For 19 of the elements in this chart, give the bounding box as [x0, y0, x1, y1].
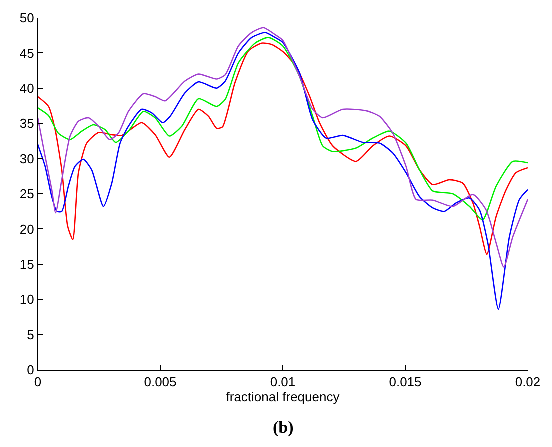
y-tick-label: 15: [20, 256, 34, 272]
y-tick-label: 5: [27, 327, 34, 342]
line-series: [38, 37, 528, 221]
y-tick-label: 10: [20, 292, 34, 308]
y-tick-label: 35: [20, 116, 34, 132]
y-tick-label: 50: [20, 10, 34, 26]
x-axis-title: fractional frequency: [226, 390, 340, 405]
x-tick-label: 0.02: [515, 374, 541, 390]
y-tick-label: 30: [20, 151, 34, 166]
y-tick-label: 0: [27, 362, 34, 378]
line-series: [38, 32, 528, 310]
text: (b): [273, 418, 294, 437]
x-tick-label: 0.005: [144, 374, 177, 390]
x-tick-label: 0.01: [270, 374, 296, 390]
x-tick-label: 0.015: [389, 374, 422, 390]
y-tick-label: 45: [20, 46, 34, 61]
y-tick-label: 25: [20, 186, 34, 202]
y-tick-label: 20: [20, 222, 34, 237]
y-tick-label: 40: [20, 80, 34, 96]
